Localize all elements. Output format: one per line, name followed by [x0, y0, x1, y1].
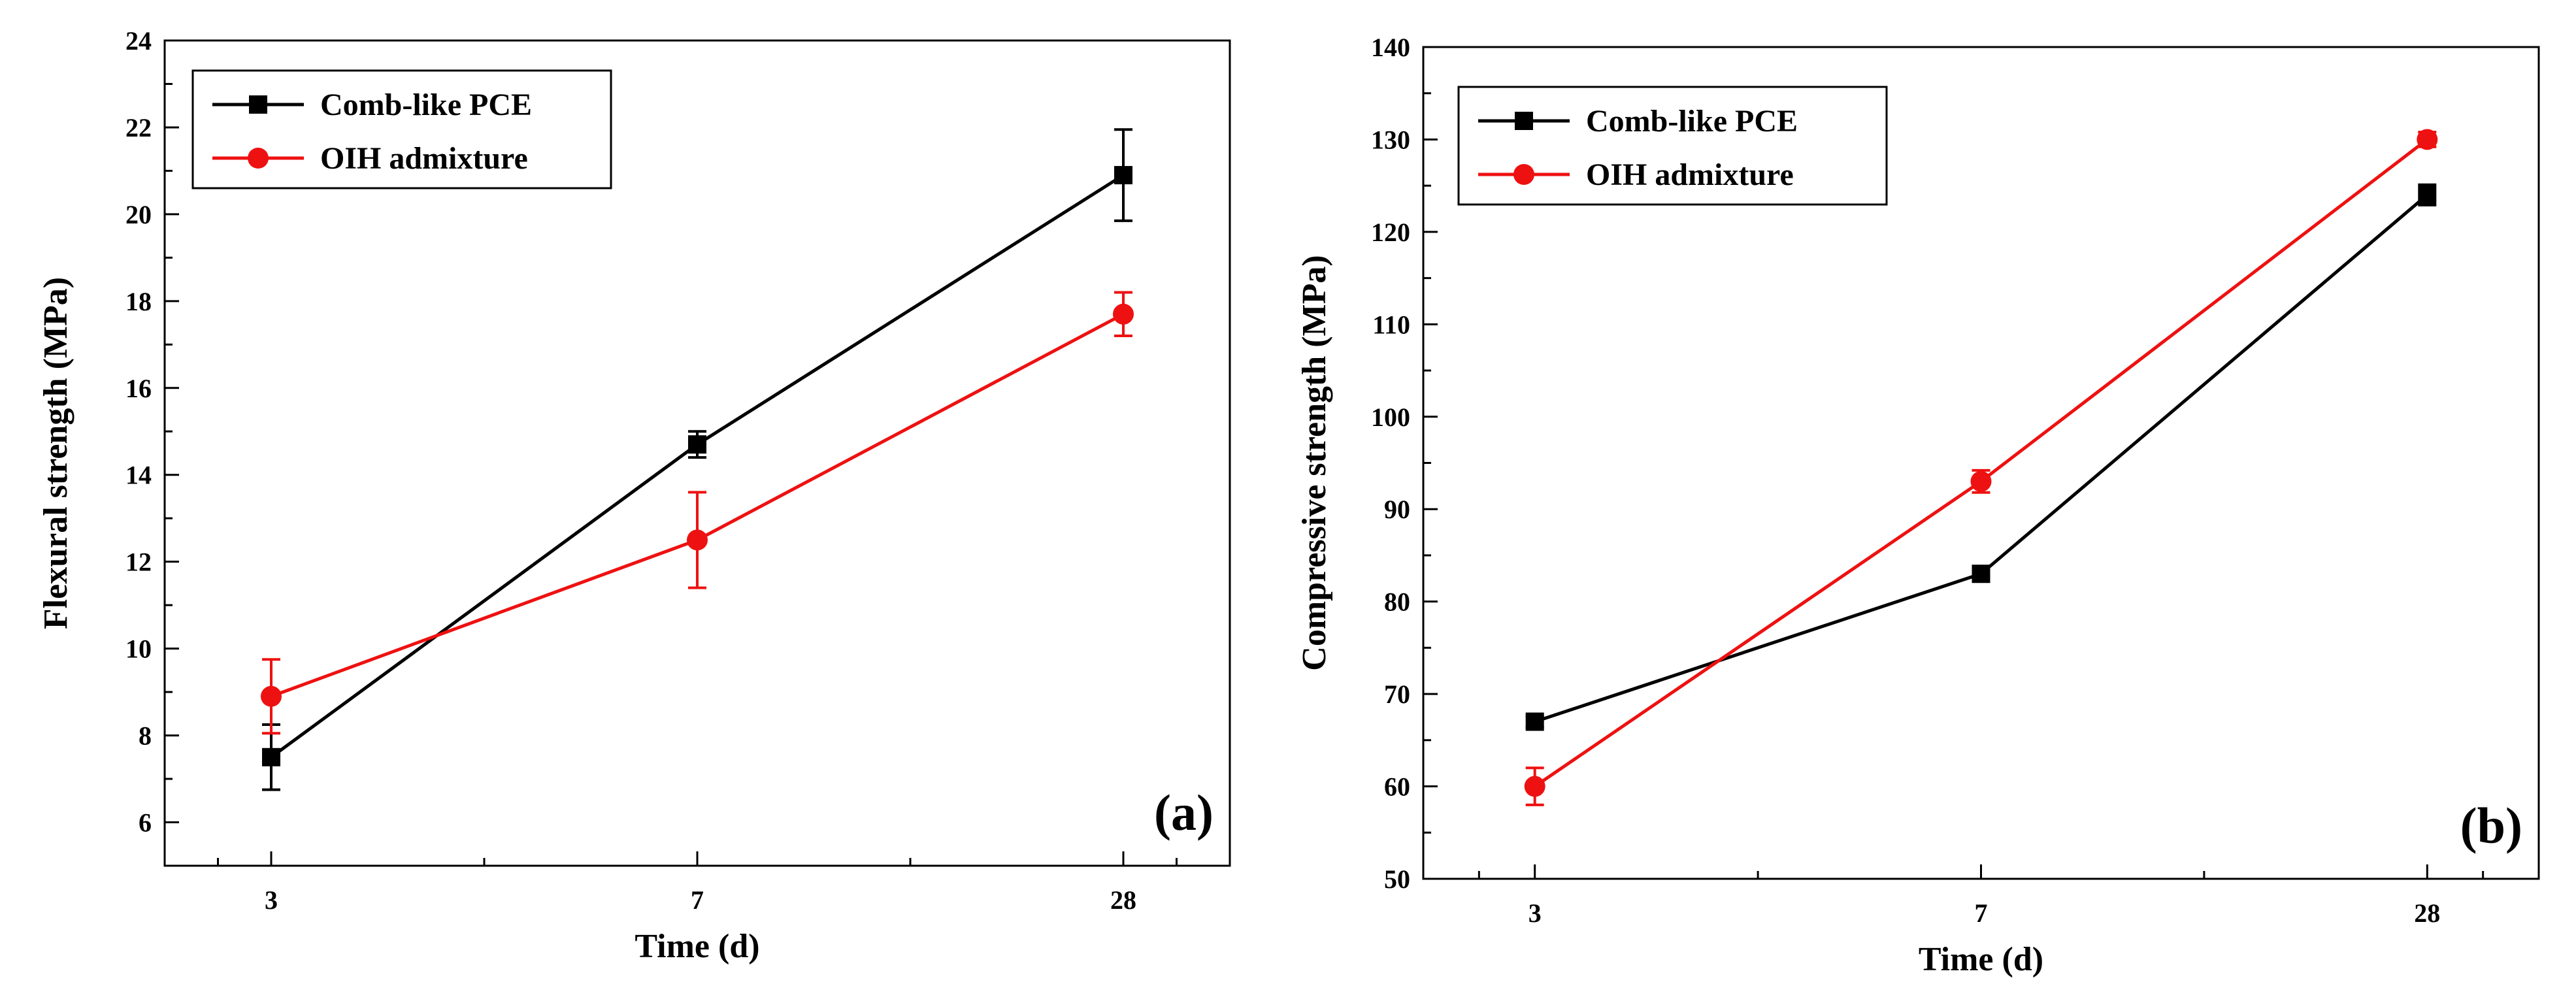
y-tick-label: 90	[1384, 495, 1410, 524]
x-tick-label: 3	[265, 885, 278, 915]
y-tick-label: 70	[1384, 680, 1410, 709]
y-axis-title: Flexural strength (MPa)	[37, 277, 74, 629]
legend-label: Comb-like PCE	[1586, 104, 1798, 139]
data-point	[1970, 470, 1992, 492]
data-point	[1972, 565, 1990, 583]
legend-label: OIH admixture	[1586, 157, 1794, 192]
data-point	[687, 529, 708, 551]
y-tick-label: 6	[139, 808, 152, 838]
y-tick-label: 18	[125, 287, 152, 316]
y-tick-label: 22	[125, 113, 152, 142]
data-point	[2418, 186, 2437, 205]
y-tick-label: 16	[125, 374, 152, 403]
y-tick-label: 14	[125, 461, 152, 490]
legend-box	[1457, 86, 1888, 206]
legend-marker	[249, 95, 267, 114]
data-point	[261, 685, 282, 707]
y-tick-label: 24	[125, 26, 152, 56]
y-tick-label: 10	[125, 634, 152, 664]
data-point	[1525, 712, 1544, 731]
legend-marker	[248, 148, 269, 169]
data-point	[1113, 303, 1134, 325]
y-tick-label: 50	[1384, 864, 1410, 894]
x-tick-label: 7	[1975, 898, 1988, 928]
x-tick-label: 7	[691, 885, 704, 915]
y-tick-label: 20	[125, 200, 152, 229]
series-line	[1534, 138, 2428, 788]
series-line	[1534, 193, 2428, 723]
x-tick-label: 28	[1110, 885, 1136, 915]
legend-marker	[1513, 164, 1534, 185]
data-point	[2417, 129, 2438, 150]
panel-label: (b)	[2460, 797, 2522, 854]
y-tick-label: 140	[1371, 33, 1410, 62]
data-point	[262, 747, 280, 766]
y-tick-label: 8	[139, 721, 152, 751]
series-line	[270, 173, 1125, 759]
legend-box	[191, 69, 612, 189]
chart-panel-a: 6 8 10 12 14 16 18 20 22 24 3 7 28 Time (d) Flexural s…	[37, 26, 1231, 965]
data-point	[1524, 776, 1545, 797]
legend-label: OIH admixture	[320, 141, 528, 176]
data-point	[1114, 166, 1132, 185]
y-tick-label: 60	[1384, 772, 1410, 802]
legend-label: Comb-like PCE	[320, 88, 532, 122]
x-tick-label: 28	[2414, 898, 2440, 928]
legend-marker	[1515, 112, 1533, 130]
y-tick-label: 120	[1371, 218, 1410, 247]
y-tick-label: 80	[1384, 587, 1410, 617]
y-axis-title: Compressive strength (MPa)	[1296, 255, 1333, 670]
chart-panel-b: 50 60 70 80 90 100 110 120 130 140 3 7 28 Time (d) Com…	[1296, 33, 2540, 978]
x-axis-title: Time (d)	[635, 928, 759, 965]
y-tick-label: 12	[125, 548, 152, 577]
y-tick-label: 110	[1372, 310, 1410, 339]
panel-label: (a)	[1154, 784, 1214, 841]
y-tick-label: 100	[1371, 402, 1410, 432]
y-tick-label: 130	[1371, 125, 1410, 154]
data-point	[688, 435, 706, 454]
x-tick-label: 3	[1528, 898, 1542, 928]
x-axis-title: Time (d)	[1919, 941, 2043, 978]
